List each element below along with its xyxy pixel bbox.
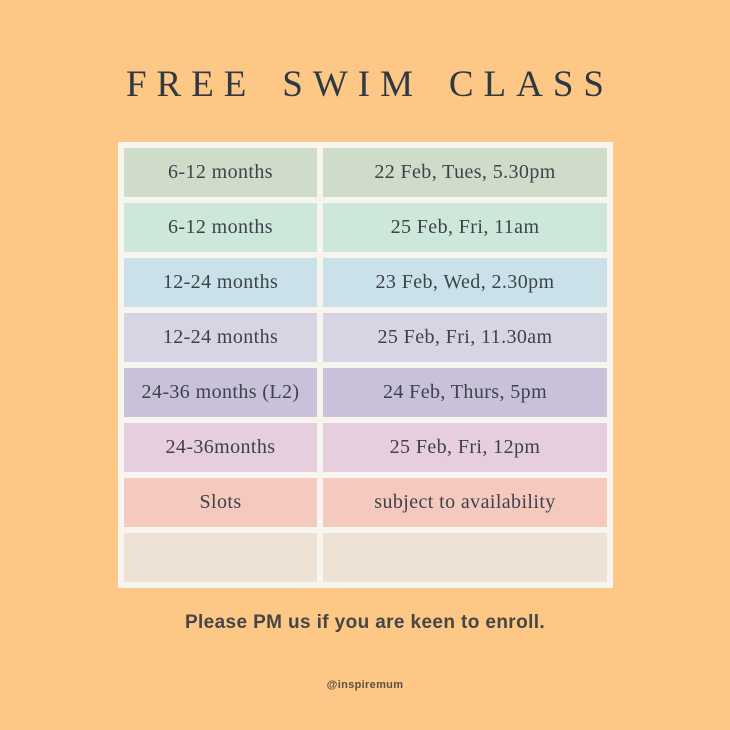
schedule-cell: 23 Feb, Wed, 2.30pm <box>323 258 607 307</box>
schedule-table: 6-12 months 22 Feb, Tues, 5.30pm 6-12 mo… <box>118 142 613 588</box>
age-group-cell <box>124 533 317 582</box>
schedule-cell: 25 Feb, Fri, 11am <box>323 203 607 252</box>
schedule-cell <box>323 533 607 582</box>
page-title: FREE SWIM CLASS <box>125 64 614 105</box>
age-group-cell: 12-24 months <box>124 258 317 307</box>
age-group-cell: 12-24 months <box>124 313 317 362</box>
schedule-cell: subject to availability <box>323 478 607 527</box>
schedule-cell: 22 Feb, Tues, 5.30pm <box>323 148 607 197</box>
footer-note: Please PM us if you are keen to enroll. <box>184 612 546 633</box>
age-group-cell: 24-36 months (L2) <box>124 368 317 417</box>
schedule-cell: 25 Feb, Fri, 11.30am <box>323 313 607 362</box>
age-group-cell: 6-12 months <box>124 148 317 197</box>
social-handle: @inspiremum <box>326 679 404 691</box>
age-group-cell: 24-36months <box>124 423 317 472</box>
schedule-cell: 24 Feb, Thurs, 5pm <box>323 368 607 417</box>
age-group-cell: 6-12 months <box>124 203 317 252</box>
schedule-cell: 25 Feb, Fri, 12pm <box>323 423 607 472</box>
age-group-cell: Slots <box>124 478 317 527</box>
